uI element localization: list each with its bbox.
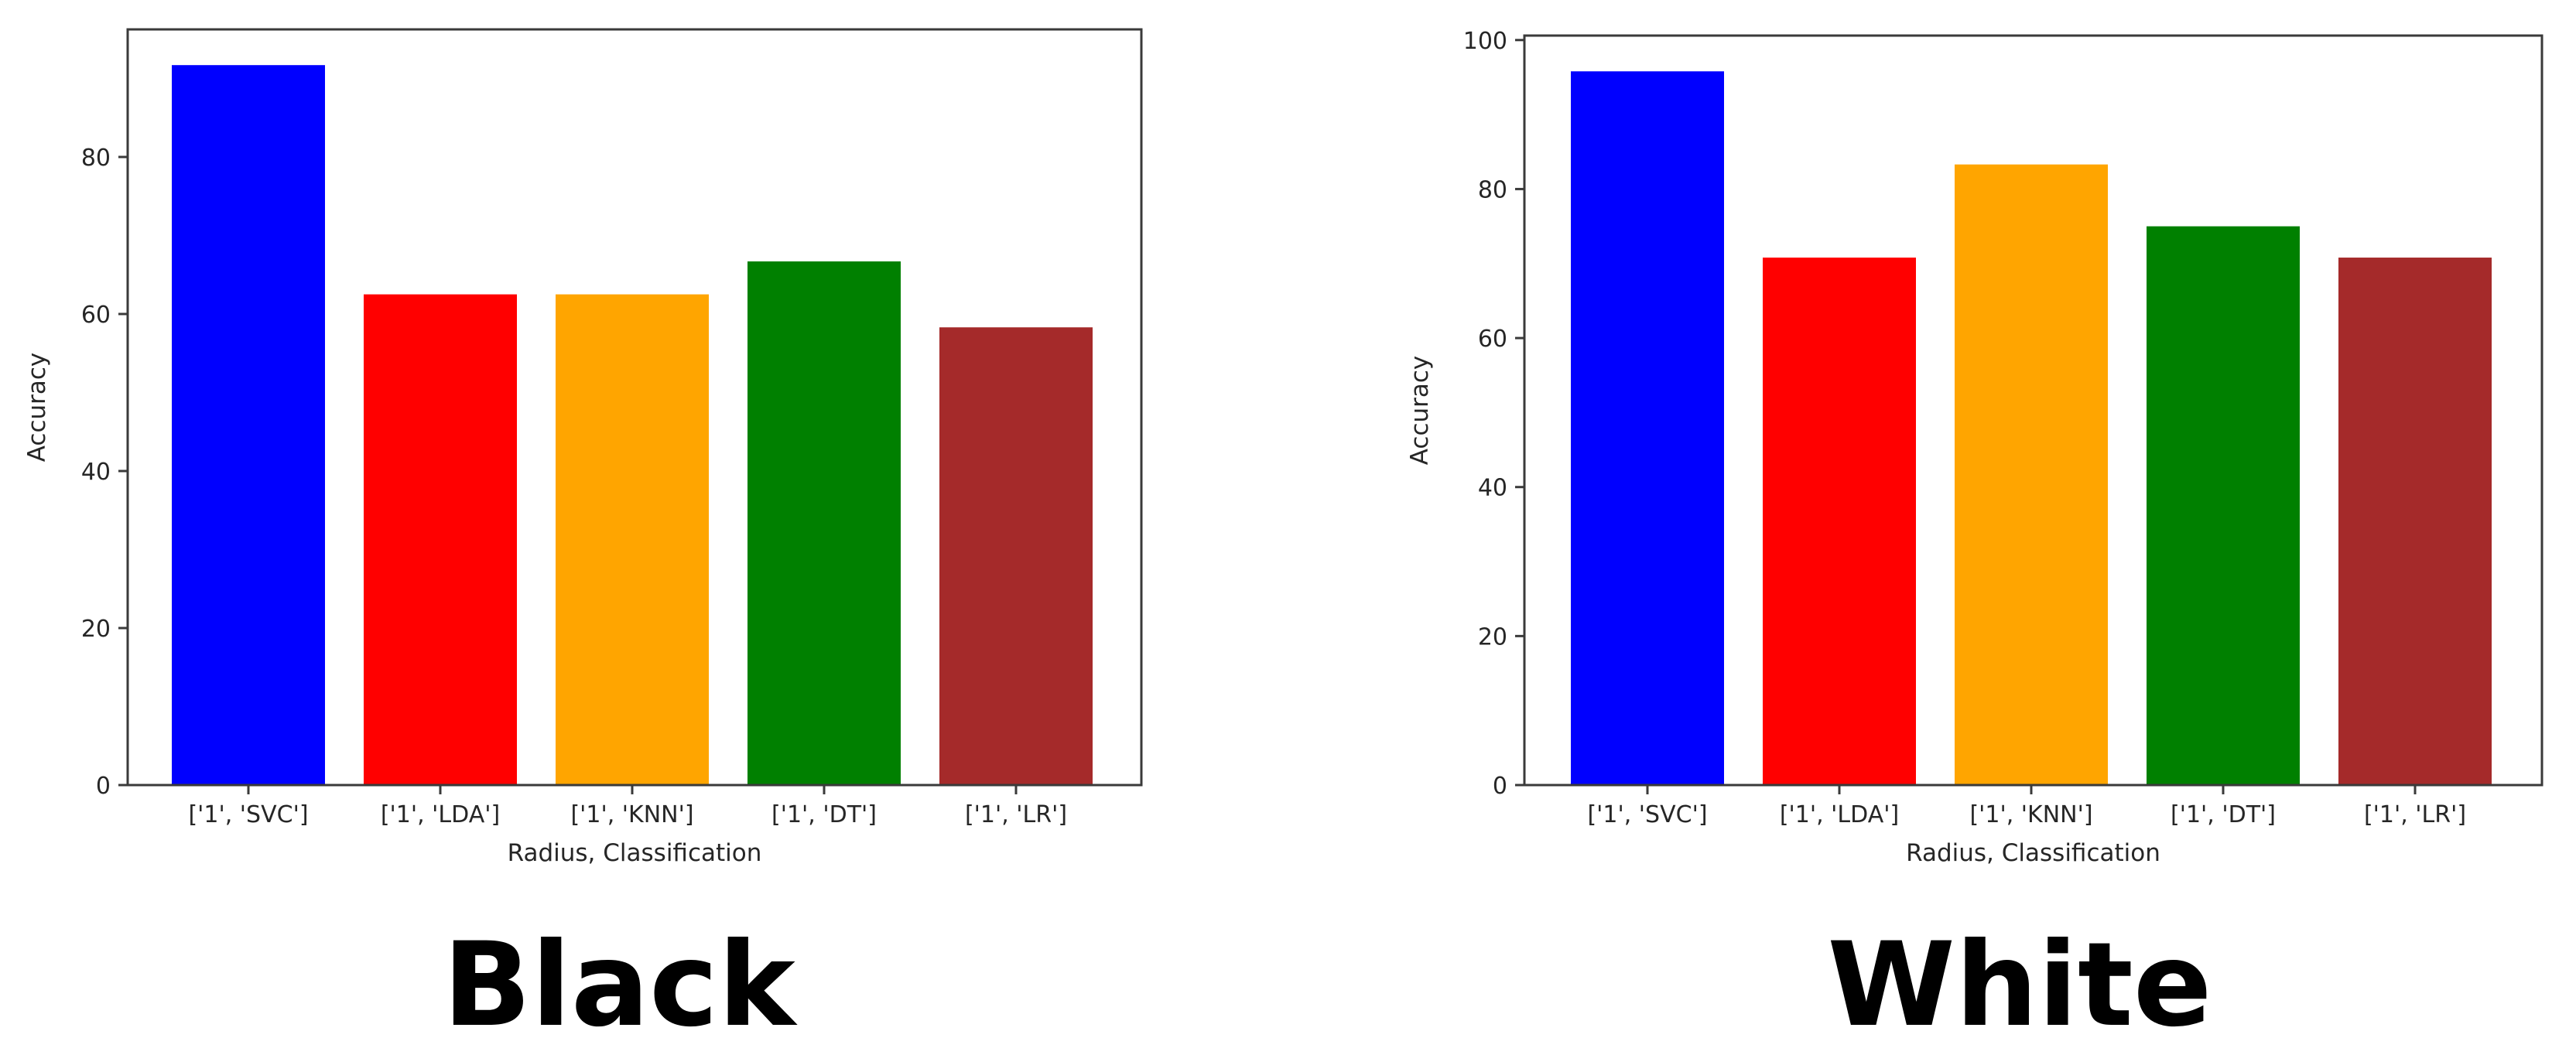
- x-tick-label: ['1', 'LDA']: [1780, 801, 1899, 828]
- x-tick-label: ['1', 'SVC']: [188, 801, 308, 828]
- bar-3: [2147, 226, 2300, 786]
- plot-frame: [1523, 34, 2544, 787]
- bar-4: [2338, 258, 2492, 785]
- chart-caption: Black: [443, 918, 798, 1051]
- x-tick-label: ['1', 'LR']: [965, 801, 1067, 828]
- y-tick-label: 100: [1463, 28, 1507, 55]
- plot-frame: [126, 28, 1143, 787]
- x-tick-label: ['1', 'KNN']: [570, 801, 693, 828]
- y-tick-label: 60: [1478, 326, 1507, 353]
- y-tick-label: 20: [81, 616, 111, 643]
- y-tick-label: 40: [81, 459, 111, 486]
- bar-2: [556, 294, 709, 785]
- x-tick-label: ['1', 'DT']: [771, 801, 877, 828]
- y-tick-label: 80: [1478, 176, 1507, 203]
- x-tick-label: ['1', 'LDA']: [381, 801, 500, 828]
- y-tick-label: 40: [1478, 475, 1507, 502]
- bar-2: [1955, 164, 2108, 785]
- y-tick-label: 20: [1478, 623, 1507, 650]
- bar-1: [364, 294, 517, 785]
- y-axis-label: Accuracy: [1406, 356, 1434, 466]
- chart-panel-white: 0 20 40 60 80 100 ['1', 'SVC'] ['1', 'LDA'] ['1'…: [1406, 28, 2544, 1053]
- x-tick-label: ['1', 'LR']: [2364, 801, 2466, 828]
- x-axis-label: Radius, Classification: [1906, 839, 2160, 867]
- chart-panel-black: 0 20 40 60 80 ['1', 'SVC'] ['1', 'LDA'] ['1', '…: [23, 28, 1143, 1053]
- y-tick-label: 60: [81, 302, 111, 329]
- bar-0: [172, 65, 325, 786]
- bar-1: [1763, 258, 1916, 785]
- x-axis-label: Radius, Classification: [508, 839, 762, 867]
- bar-4: [939, 327, 1093, 785]
- x-tick-label: ['1', 'DT']: [2171, 801, 2276, 828]
- chart-caption: White: [1827, 918, 2212, 1051]
- y-tick-label: 0: [1493, 773, 1507, 800]
- y-axis-label: Accuracy: [23, 353, 51, 463]
- x-tick-label: ['1', 'SVC']: [1587, 801, 1707, 828]
- x-tick-label: ['1', 'KNN']: [1969, 801, 2092, 828]
- bar-3: [747, 261, 901, 786]
- y-tick-label: 0: [96, 773, 111, 800]
- y-tick-label: 80: [81, 145, 111, 172]
- bar-0: [1571, 71, 1724, 785]
